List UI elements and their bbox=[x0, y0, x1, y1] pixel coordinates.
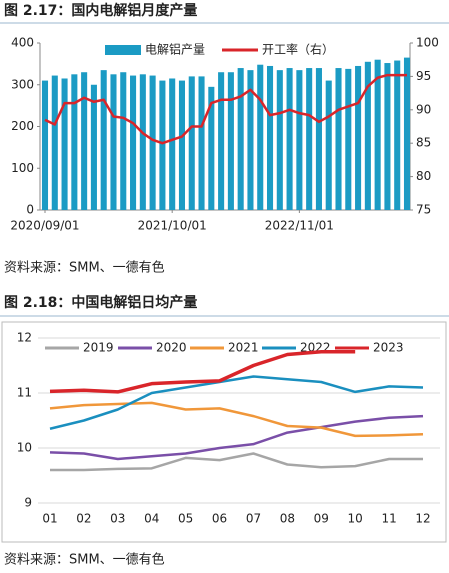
bar bbox=[237, 68, 244, 210]
y-tick-label: 300 bbox=[11, 77, 34, 91]
series-line bbox=[49, 375, 424, 430]
bar bbox=[384, 63, 391, 210]
y2-tick-label: 90 bbox=[416, 102, 431, 116]
bar bbox=[276, 70, 283, 210]
source: 资料来源：SMM、一德有色 bbox=[4, 260, 165, 276]
bar bbox=[247, 70, 254, 210]
x-tick-label: 2022/11/01 bbox=[265, 219, 334, 233]
x-tick-label: 2021/10/01 bbox=[138, 219, 207, 233]
x-tick-label: 06 bbox=[212, 512, 227, 526]
bar bbox=[345, 68, 352, 210]
bar bbox=[41, 80, 49, 210]
bar bbox=[325, 80, 332, 210]
bar bbox=[306, 68, 313, 210]
x-tick-label: 05 bbox=[178, 512, 193, 526]
legend-label: 2019 bbox=[83, 341, 114, 355]
bar bbox=[120, 72, 127, 210]
bar bbox=[51, 75, 58, 210]
bar bbox=[286, 68, 293, 210]
legend-label: 开工率（右） bbox=[262, 42, 334, 57]
bar bbox=[178, 80, 186, 210]
bar bbox=[355, 65, 362, 211]
y2-tick-label: 75 bbox=[416, 203, 431, 217]
bar bbox=[139, 74, 146, 210]
bar bbox=[227, 72, 234, 210]
bar bbox=[130, 75, 137, 210]
bar bbox=[266, 65, 274, 211]
bar bbox=[208, 86, 215, 210]
bar bbox=[257, 64, 264, 211]
y-tick-label: 11 bbox=[17, 386, 32, 400]
x-tick-label: 2020/09/01 bbox=[10, 219, 79, 233]
x-tick-label: 11 bbox=[381, 512, 396, 526]
legend-swatch bbox=[105, 45, 141, 55]
series-line bbox=[49, 401, 424, 438]
y2-tick-label: 100 bbox=[416, 36, 439, 50]
y2-tick-label: 85 bbox=[416, 136, 431, 150]
y-tick-label: 12 bbox=[17, 331, 32, 345]
bar bbox=[403, 57, 411, 210]
bar bbox=[90, 84, 97, 210]
y-tick-label: 200 bbox=[11, 119, 34, 133]
bar bbox=[315, 68, 322, 210]
legend-label: 2020 bbox=[156, 341, 187, 355]
source: 资料来源：SMM、一德有色 bbox=[4, 552, 165, 568]
bar bbox=[198, 76, 205, 211]
series-line bbox=[44, 73, 407, 145]
bar bbox=[188, 76, 195, 211]
legend-label: 2021 bbox=[228, 341, 259, 355]
x-tick-label: 03 bbox=[110, 512, 125, 526]
y-tick-label: 0 bbox=[26, 203, 34, 217]
x-tick-label: 12 bbox=[415, 512, 430, 526]
bar bbox=[159, 80, 166, 210]
chart-frame bbox=[1, 321, 447, 543]
bar bbox=[364, 61, 371, 210]
bar bbox=[149, 75, 156, 210]
y-tick-label: 10 bbox=[17, 441, 32, 455]
bar bbox=[374, 59, 381, 211]
bar bbox=[100, 70, 107, 210]
bar bbox=[335, 68, 342, 210]
figure-title: 图 2.17：国内电解铝月度产量 bbox=[4, 2, 197, 19]
x-tick-label: 04 bbox=[144, 512, 159, 526]
series-line bbox=[49, 350, 356, 394]
bar bbox=[110, 74, 117, 210]
x-tick-label: 02 bbox=[76, 512, 91, 526]
y2-tick-label: 95 bbox=[416, 69, 431, 83]
y-tick-label: 9 bbox=[24, 496, 32, 510]
x-tick-label: 01 bbox=[42, 512, 57, 526]
bar bbox=[296, 70, 303, 210]
bar bbox=[61, 78, 68, 210]
legend-label: 2023 bbox=[373, 341, 404, 355]
y-tick-label: 400 bbox=[11, 36, 34, 50]
x-tick-label: 08 bbox=[280, 512, 295, 526]
series-line bbox=[50, 452, 423, 472]
y2-tick-label: 80 bbox=[416, 169, 431, 183]
bar bbox=[81, 72, 88, 210]
series-line bbox=[49, 414, 424, 461]
bar bbox=[71, 74, 78, 210]
figure-title: 图 2.18：中国电解铝日均产量 bbox=[4, 294, 197, 311]
bar bbox=[218, 72, 225, 210]
x-tick-label: 09 bbox=[314, 512, 329, 526]
x-tick-label: 10 bbox=[348, 512, 363, 526]
bar bbox=[394, 60, 401, 210]
y-tick-label: 100 bbox=[11, 161, 34, 175]
bar bbox=[169, 78, 176, 210]
legend-label: 电解铝产量 bbox=[145, 42, 205, 57]
x-tick-label: 07 bbox=[246, 512, 261, 526]
